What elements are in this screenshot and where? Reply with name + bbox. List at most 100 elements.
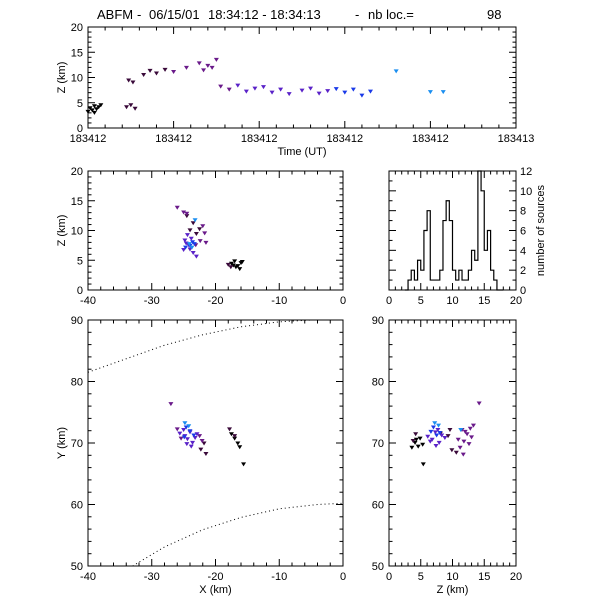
y-tick-label: 60 — [372, 500, 384, 512]
range-curve — [87, 319, 312, 373]
data-point — [232, 434, 238, 439]
data-point — [96, 105, 102, 110]
data-point — [232, 436, 238, 441]
data-point — [436, 440, 442, 445]
data-point — [241, 462, 247, 467]
data-point — [350, 87, 356, 92]
data-point — [439, 433, 445, 438]
data-point — [193, 231, 199, 236]
data-point — [232, 259, 238, 264]
data-point — [184, 442, 190, 447]
data-point — [181, 435, 187, 440]
scatter-points — [85, 57, 446, 115]
y-axis-title: number of sources — [535, 184, 547, 276]
y-tick-label: 20 — [71, 166, 83, 178]
data-point — [466, 442, 472, 447]
y-tick-label: 90 — [372, 315, 384, 327]
data-point — [98, 103, 104, 108]
x-tick-label: -10 — [271, 571, 287, 583]
data-point — [432, 430, 438, 435]
y-tick-label: 20 — [71, 22, 83, 34]
data-point — [197, 227, 203, 232]
data-point — [316, 91, 322, 96]
data-point — [184, 233, 190, 238]
data-point — [200, 224, 206, 229]
data-point — [467, 426, 473, 431]
data-point — [130, 80, 136, 85]
data-point — [199, 439, 205, 444]
data-point — [237, 267, 243, 272]
data-point — [91, 110, 97, 115]
data-point — [460, 452, 466, 457]
data-point — [228, 265, 234, 270]
data-point — [359, 93, 365, 98]
y-tick-label: 10 — [71, 226, 83, 238]
data-point — [187, 228, 193, 233]
data-point — [183, 425, 189, 430]
data-point — [269, 90, 275, 95]
data-point — [124, 105, 130, 110]
data-point — [342, 90, 348, 95]
data-point — [260, 85, 266, 90]
data-point — [461, 439, 467, 444]
title-dash-2: - — [355, 7, 359, 22]
y-tick-label: 50 — [71, 561, 83, 573]
data-point — [230, 263, 236, 268]
data-point — [153, 71, 159, 76]
data-point — [417, 436, 423, 441]
data-point — [182, 421, 188, 426]
data-point — [453, 450, 459, 455]
data-point — [286, 92, 292, 97]
data-point — [435, 427, 441, 432]
data-point — [168, 402, 174, 407]
y-tick-label: 6 — [520, 226, 526, 238]
data-point — [177, 431, 183, 436]
data-point — [201, 441, 207, 446]
data-point — [325, 89, 331, 94]
scatter-points — [409, 401, 482, 467]
data-point — [94, 107, 100, 112]
x-tick-label: -20 — [208, 295, 224, 307]
data-point — [202, 231, 208, 236]
panel-zy: 0 5 10 15 20 50 60 70 80 90 Z (km) — [372, 315, 522, 596]
title-station: ABFM — [97, 7, 133, 22]
data-point — [197, 434, 203, 439]
y-tick-label: 70 — [71, 438, 83, 450]
y-tick-label: 0 — [77, 285, 83, 297]
data-point — [413, 437, 419, 442]
y-tick-label: 60 — [71, 500, 83, 512]
data-point — [333, 87, 339, 92]
data-point — [420, 462, 426, 467]
data-point — [183, 65, 189, 70]
data-point — [188, 444, 194, 449]
data-point — [433, 443, 439, 448]
x-tick-label: 183412 — [155, 133, 192, 145]
y-tick-label: 10 — [520, 186, 532, 198]
data-point — [227, 427, 233, 432]
data-point — [469, 435, 475, 440]
y-tick-label: 90 — [71, 315, 83, 327]
x-axis-title: X (km) — [199, 584, 231, 596]
x-tick-label: 0 — [386, 571, 392, 583]
data-point — [171, 69, 177, 74]
y-tick-label: 10 — [71, 73, 83, 85]
data-point — [425, 434, 431, 439]
data-point — [455, 437, 461, 442]
data-point — [393, 69, 399, 74]
data-point — [213, 57, 219, 62]
y-tick-label: 8 — [520, 206, 526, 218]
x-tick-label: 20 — [510, 295, 522, 307]
data-point — [128, 103, 134, 108]
data-point — [367, 89, 373, 94]
y-tick-label: 4 — [520, 245, 526, 257]
data-point — [428, 429, 434, 434]
data-point — [447, 427, 453, 432]
y-tick-label: 15 — [71, 47, 83, 59]
panel-xy: -40 -30 -20 -10 0 50 60 70 80 90 X (km) Y (km) — [56, 315, 346, 596]
data-point — [85, 109, 91, 114]
data-point — [174, 427, 180, 432]
x-tick-label: -40 — [80, 295, 96, 307]
data-point — [252, 86, 258, 91]
x-tick-label: 0 — [340, 571, 346, 583]
